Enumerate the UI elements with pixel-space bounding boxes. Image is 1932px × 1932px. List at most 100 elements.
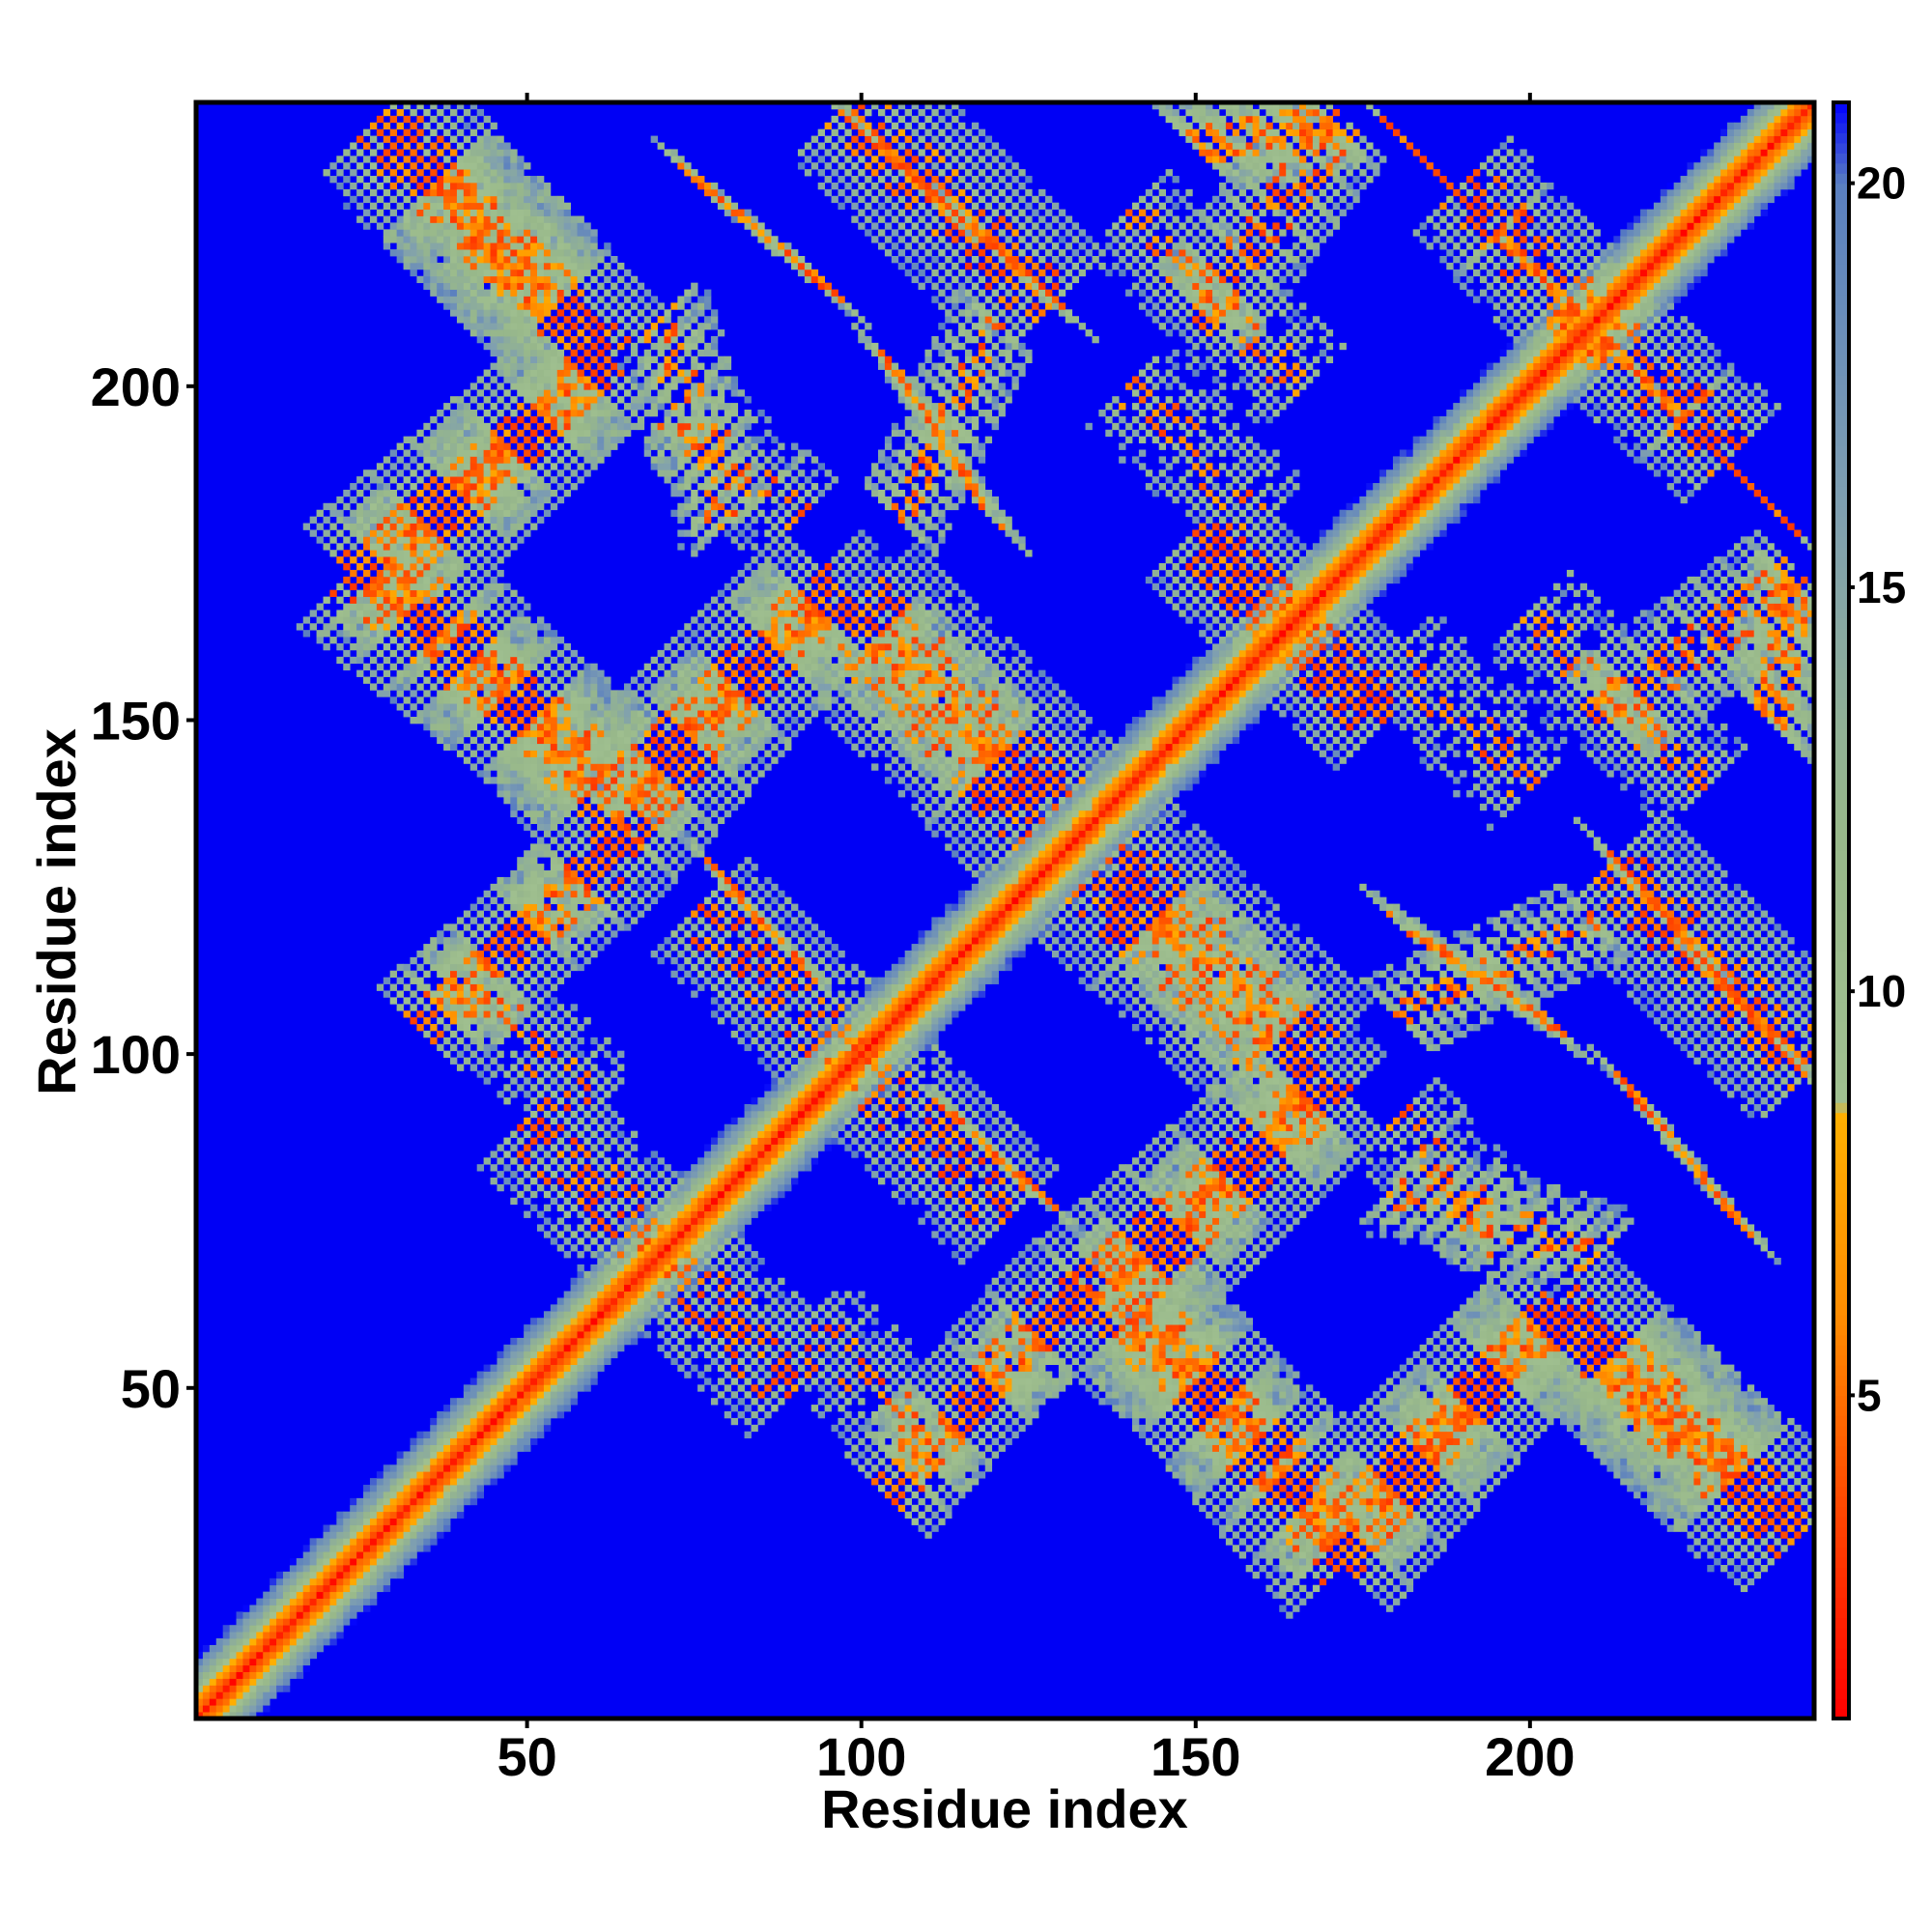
heatmap-cell [510,323,518,330]
heatmap-cell [530,830,538,838]
heatmap-cell [670,383,678,390]
heatmap-cell [510,1410,518,1419]
heatmap-cell [276,1618,284,1626]
heatmap-cell [302,1577,311,1586]
heatmap-cell [677,977,685,984]
heatmap-cell [497,195,504,204]
heatmap-cell [590,242,598,250]
heatmap-cell [524,176,531,184]
heatmap-cell [524,188,531,197]
heatmap-cell [476,649,485,658]
heatmap-cell [537,1405,545,1412]
heatmap-cell [657,1297,665,1305]
heatmap-cell [450,456,458,464]
heatmap-cell [443,403,451,411]
heatmap-cell [483,630,491,638]
heatmap-cell [556,930,565,938]
heatmap-cell [664,463,671,470]
heatmap-cell [443,1485,451,1492]
heatmap-cell [657,1197,665,1206]
heatmap-cell [670,756,678,764]
heatmap-cell [630,1318,639,1325]
heatmap-cell [590,950,598,958]
heatmap-cell [383,582,391,591]
heatmap-cell [524,683,531,691]
heatmap-cell [517,463,525,470]
heatmap-cell [670,1171,678,1179]
heatmap-cell [604,1237,611,1245]
heatmap-cell [483,383,491,390]
heatmap-cell [543,335,552,344]
heatmap-cell [389,1558,398,1566]
heatmap-cell [550,696,558,704]
heatmap-cell [550,750,558,757]
heatmap-cell [583,676,591,684]
heatmap-cell [670,956,678,965]
heatmap-cell [296,1658,304,1666]
heatmap-cell [469,142,478,150]
heatmap-cell [556,396,565,404]
heatmap-cell [497,1458,504,1465]
heatmap-cell [443,983,451,991]
heatmap-cell [469,1030,478,1038]
heatmap-cell [577,256,584,264]
heatmap-cell [530,703,538,711]
heatmap-cell [242,1705,250,1713]
heatmap-cell [543,796,552,805]
heatmap-cell [469,176,478,184]
heatmap-cell [369,589,378,597]
heatmap-cell [597,676,605,684]
heatmap-cell [437,229,444,237]
heatmap-cell [410,1485,417,1492]
heatmap-cell [503,1097,511,1105]
heatmap-cell [469,703,478,711]
heatmap-cell [650,1237,658,1245]
heatmap-cell [383,563,391,571]
heatmap-cell [637,910,645,918]
heatmap-cell [363,1538,371,1546]
heatmap-cell [577,669,584,677]
heatmap-cell [537,777,545,784]
heatmap-cell [396,1471,404,1479]
heatmap-cell [403,229,411,237]
heatmap-cell [463,309,471,317]
heatmap-cell [550,1350,558,1359]
heatmap-cell [543,642,552,651]
heatmap-cell [630,1210,639,1218]
heatmap-cell [289,1664,298,1672]
heatmap-cell [503,302,511,310]
heatmap-cell [604,436,611,443]
heatmap-cell [483,1371,491,1378]
heatmap-cell [550,997,558,1005]
heatmap-cell [510,750,518,757]
heatmap-cell [530,857,538,865]
heatmap-cell [469,483,478,491]
heatmap-cell [396,1565,404,1573]
heatmap-cell [583,362,591,370]
heatmap-cell [630,1284,639,1292]
heatmap-cell [563,864,571,871]
heatmap-cell [583,449,591,457]
heatmap-cell [563,1364,571,1372]
heatmap-cell [637,736,645,745]
heatmap-cell [556,483,565,491]
heatmap-cell [490,977,497,984]
heatmap-cell [530,1043,538,1052]
heatmap-cell [543,282,552,290]
heatmap-cell [410,1437,417,1445]
heatmap-cell [543,1318,552,1325]
heatmap-cell [643,803,652,811]
heatmap-cell [336,1591,344,1599]
heatmap-cell [577,1103,584,1112]
heatmap-cell [423,1004,431,1011]
heatmap-cell [456,296,465,303]
heatmap-cell [443,249,451,257]
heatmap-cell [563,970,571,979]
heatmap-cell [637,1190,645,1199]
heatmap-cell [423,449,431,457]
heatmap-cell [463,1485,471,1492]
heatmap-cell [256,1712,264,1719]
heatmap-cell [556,256,565,264]
heatmap-cell [329,1625,337,1633]
heatmap-cell [503,1024,511,1032]
